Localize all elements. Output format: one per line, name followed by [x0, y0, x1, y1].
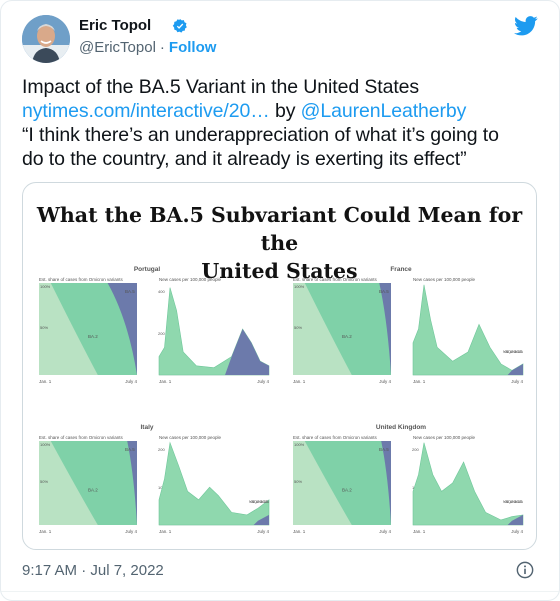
panel-4-country: United Kingdom — [376, 424, 426, 431]
panel-4-ba5-area — [381, 441, 391, 525]
panel-4-cases-ba5-area — [507, 514, 523, 525]
panel-1-end-date: July 4 — [125, 379, 137, 384]
panel-1-cases-start-date: Jan. 1 — [159, 379, 172, 384]
panel-1-share-label: Est. share of cases from Omicron variant… — [39, 277, 124, 282]
media-image[interactable]: What the BA.5 Subvariant Could Mean for … — [22, 182, 537, 550]
panel-3-ba5-label: BA.5 — [125, 447, 135, 452]
panel-3-share-label: Est. share of cases from Omicron variant… — [39, 435, 124, 440]
panel-2-ba2-area — [304, 283, 391, 375]
bottom-divider — [1, 591, 559, 600]
panel-3-country: Italy — [140, 424, 153, 431]
info-icon[interactable] — [516, 561, 534, 579]
tweet-quote-line-1: “I think there’s an underappreciation of… — [22, 124, 499, 146]
tweet-line-1: Impact of the BA.5 Variant in the United… — [22, 76, 420, 98]
separator-dot: · — [159, 39, 165, 56]
panel-2-share-label: Est. share of cases from Omicron variant… — [293, 277, 378, 282]
follow-button[interactable]: Follow — [168, 39, 217, 56]
panel-3-ba2-area — [50, 441, 137, 525]
panel-1-cases-label: New cases per 100,000 people — [159, 277, 222, 282]
panel-4-ba2-area — [304, 441, 391, 525]
variant-panels-graphic: Portugal Est. share of cases from Omicron… — [39, 266, 524, 534]
tweet-line-2: nytimes.com/interactive/20… by @LaurenLe… — [22, 99, 542, 123]
author-name[interactable]: Eric Topol — [79, 17, 152, 34]
panel-3-cases-start-date: Jan. 1 — [159, 529, 172, 534]
media-title-line-2: United States — [201, 259, 358, 283]
panel-3-no-sequencing: NO SEQUENCING DATA — [249, 500, 270, 504]
panel-1-cases-end-date: July 4 — [257, 379, 269, 384]
panel-2-ba5-label: BA.5 — [379, 289, 389, 294]
panel-4-y-mid: 50% — [294, 479, 302, 484]
panel-4-cases-start-date: Jan. 1 — [413, 529, 426, 534]
panel-2-start-date: Jan. 1 — [293, 379, 306, 384]
panel-2-country: France — [390, 266, 412, 273]
media-title-line-1: What the BA.5 Subvariant Could Mean for … — [36, 203, 523, 255]
mention-link[interactable]: @LaurenLeatherby — [300, 100, 467, 122]
twitter-bird-icon[interactable] — [514, 16, 538, 36]
panel-3-cases-mid: 100 — [158, 485, 165, 490]
author-handle[interactable]: @EricTopol — [79, 39, 156, 56]
panel-1-ba5-label: BA.5 — [125, 289, 135, 294]
panel-3-start-date: Jan. 1 — [39, 529, 52, 534]
panel-3-ba2-label: BA.2 — [88, 487, 98, 492]
panel-2-cases-end-date: July 4 — [511, 379, 523, 384]
panel-1-y-mid: 50% — [40, 325, 48, 330]
panel-3-cases-ba5-area — [253, 514, 269, 525]
panel-4-end-date: July 4 — [379, 529, 391, 534]
panel-1-cases-ba5-area — [225, 329, 269, 375]
panel-2-cases-ba5-area — [507, 363, 523, 375]
panel-4-cases-label: New cases per 100,000 people — [413, 435, 476, 440]
panel-2-ba5-area — [379, 283, 391, 375]
panel-2-cases-label: New cases per 100,000 people — [413, 277, 476, 282]
panel-2-ba2-label: BA.2 — [342, 334, 352, 339]
panel-4-cases-top: 200 — [412, 447, 419, 452]
panel-2-cases-area — [412, 284, 524, 376]
panel-1-country: Portugal — [134, 266, 161, 273]
panel-2-y-top: 100% — [294, 284, 305, 289]
tweet-quote-line-2: do to the country, and it already is exe… — [22, 148, 467, 170]
timestamp[interactable]: 9:17 AM · Jul 7, 2022 — [22, 562, 164, 579]
panel-2-no-sequencing: NO SEQUENCING DATA — [503, 350, 524, 354]
panel-4-start-date: Jan. 1 — [293, 529, 306, 534]
panel-4-share-label: Est. share of cases from Omicron variant… — [293, 435, 378, 440]
article-link[interactable]: nytimes.com/interactive/20… — [22, 100, 270, 122]
panel-4-ba2-label: BA.2 — [342, 487, 352, 492]
tweet-text: Impact of the BA.5 Variant in the United… — [22, 75, 542, 171]
verified-badge-icon — [172, 19, 187, 33]
panel-2-cases-start-date: Jan. 1 — [413, 379, 426, 384]
panel-1-ba2-area — [50, 283, 137, 375]
panel-3-y-mid: 50% — [40, 479, 48, 484]
panel-1-cases-top: 400 — [158, 289, 165, 294]
panel-3-cases-end-date: July 4 — [257, 529, 269, 534]
panel-1-ba2-label: BA.2 — [88, 334, 98, 339]
avatar[interactable] — [22, 15, 70, 63]
panel-4-ba5-label: BA.5 — [379, 447, 389, 452]
panel-4-cases-end-date: July 4 — [511, 529, 523, 534]
panel-1-y-top: 100% — [40, 284, 51, 289]
panel-4-cases-area — [412, 442, 524, 526]
avatar-portrait-icon — [22, 15, 70, 63]
panel-1-start-date: Jan. 1 — [39, 379, 52, 384]
panel-3-cases-area — [158, 441, 270, 526]
panel-3-end-date: July 4 — [125, 529, 137, 534]
panel-3-ba5-area — [127, 441, 137, 525]
panel-3-y-top: 100% — [40, 442, 51, 447]
handle-row: @EricTopol · Follow — [79, 39, 216, 56]
panel-4-y-top: 100% — [294, 442, 305, 447]
by-text: by — [269, 100, 301, 122]
media-title: What the BA.5 Subvariant Could Mean for … — [23, 201, 536, 285]
panel-1-ba5-area — [107, 283, 137, 375]
panel-3-cases-top: 200 — [158, 447, 165, 452]
panel-2-end-date: July 4 — [379, 379, 391, 384]
panel-1-cases-mid: 200 — [158, 331, 165, 336]
panel-4-no-sequencing: NO SEQUENCING DATA — [503, 500, 524, 504]
panel-3-cases-label: New cases per 100,000 people — [159, 435, 222, 440]
panel-2-y-mid: 50% — [294, 325, 302, 330]
